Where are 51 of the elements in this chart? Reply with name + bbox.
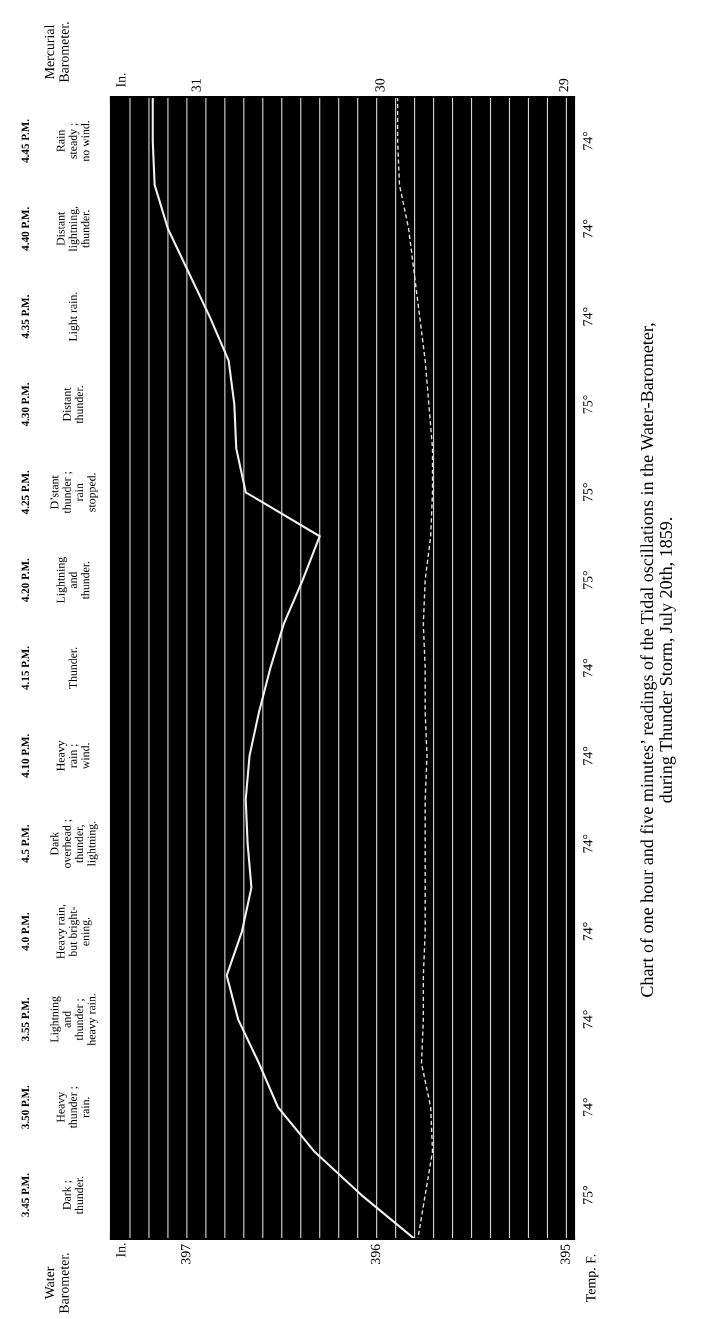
text: Distant thunder. [62,386,84,424]
text: 75° [583,395,593,414]
y-tick-label: 4.20 P.M. [21,558,30,603]
text: Light rain. [68,292,80,342]
x-tick-label: 395 [560,1244,570,1265]
text: 74° [583,219,593,238]
y-tick-label: 4.30 P.M. [21,382,30,427]
text: 74° [583,922,593,941]
text: Lightning and thunder ; heavy rain. [50,993,98,1046]
text: 75° [583,483,593,502]
y-tick-label: 4.0 P.M. [21,912,30,951]
text: Lightning and thunder. [56,557,90,604]
text: 74° [583,307,593,326]
text: 74° [583,834,593,853]
y-tick-label: 4.25 P.M. [21,470,30,515]
x-tick-label: 397 [181,1244,191,1265]
text: In. [116,1243,126,1258]
text: Heavy rain, but bright- ening. [56,904,92,959]
text: 74° [583,131,593,150]
x2-axis-title: Mercurial Barometer. [44,22,69,83]
x2-tick-label: 31 [191,79,201,92]
x-tick-label: 396 [370,1244,381,1265]
x2-tick-label: 29 [558,78,569,92]
text: D’stant thunder ; rain stopped. [50,472,98,514]
text: 75° [583,571,593,589]
text: 74° [583,746,593,765]
text: Dark ; thunder. [62,1176,84,1215]
text: Heavy rain ; wind. [56,740,90,771]
y-tick-label: 4.35 P.M. [21,295,30,339]
text: 74° [583,1010,593,1029]
text: Water Barometer. [44,1253,69,1314]
text: Heavy thunder ; rain. [56,1086,90,1129]
y-tick-label: 3.55 P.M. [21,997,30,1041]
text: Chart of one hour and five minutes’ readings of the Tidal oscillations in the Water-Barometer, during Thunder Storm, July 20th, 1859. [640,323,676,997]
text: 75° [583,1186,593,1204]
text: In. [116,73,126,88]
y-tick-label: 3.50 P.M. [21,1085,30,1129]
y-tick-label: 4.15 P.M. [21,646,30,690]
y-tick-label: 4.5 P.M. [21,824,30,863]
y-tick-label: 3.45 P.M. [21,1173,30,1217]
text: 74° [583,658,593,677]
text: Temp. F. [586,1254,599,1302]
x2-tick-label: 30 [375,78,385,92]
text: Dark overhead ; thunder, lightning. [50,819,98,868]
text: 74° [583,1098,593,1117]
y-tick-label: 4.40 P.M. [21,207,30,251]
text: Rain steady ; no wind. [56,121,90,162]
y-tick-label: 4.45 P.M. [21,119,30,163]
y-tick-label: 4.10 P.M. [21,734,30,778]
text: Thunder. [68,647,78,689]
text: Distant lightning, thunder. [56,206,90,252]
